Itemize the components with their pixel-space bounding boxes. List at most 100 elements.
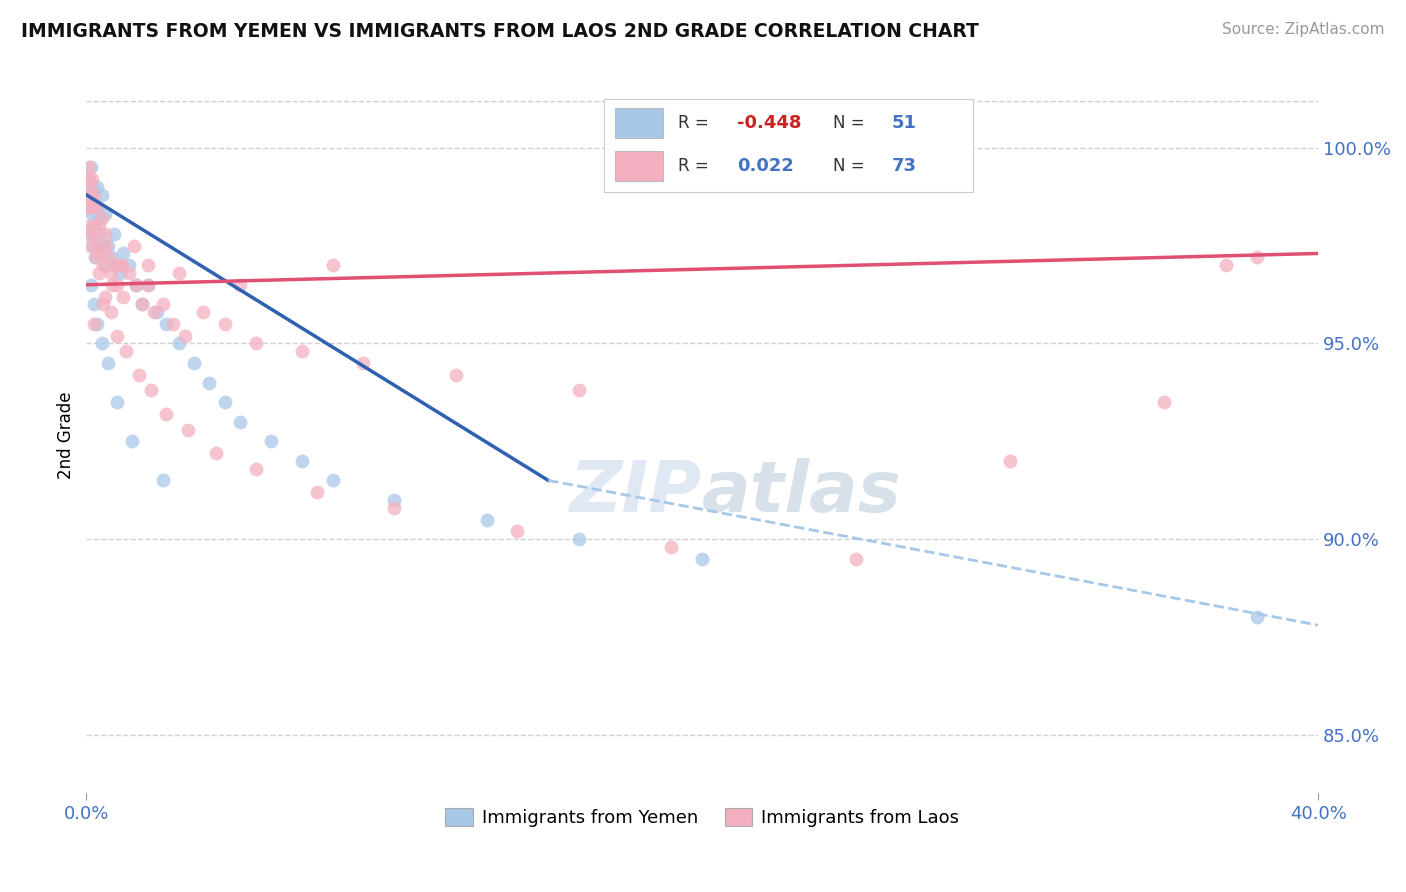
Point — [105, 395, 128, 409]
Point — [291, 344, 314, 359]
Point — [79, 161, 101, 175]
Point — [97, 356, 120, 370]
Point — [322, 474, 344, 488]
Point — [97, 238, 120, 252]
Point — [136, 277, 159, 292]
Point — [79, 172, 101, 186]
Point — [90, 336, 112, 351]
Point — [76, 200, 98, 214]
Point — [128, 368, 150, 382]
Point — [100, 305, 122, 319]
Point — [76, 227, 98, 241]
Point — [80, 180, 103, 194]
Text: Source: ZipAtlas.com: Source: ZipAtlas.com — [1222, 22, 1385, 37]
Point — [155, 407, 177, 421]
Point — [103, 227, 125, 241]
Point — [193, 305, 215, 319]
Point — [91, 297, 114, 311]
Point — [568, 532, 591, 546]
Point — [444, 368, 467, 382]
Point — [86, 317, 108, 331]
Point — [146, 305, 169, 319]
Point — [845, 551, 868, 566]
Point — [82, 207, 104, 221]
Point — [136, 277, 159, 292]
Point — [204, 446, 226, 460]
Point — [80, 161, 103, 175]
Point — [1246, 251, 1268, 265]
Point — [177, 423, 200, 437]
Point — [1153, 395, 1175, 409]
Point — [84, 251, 107, 265]
Point — [96, 258, 118, 272]
Point — [118, 258, 141, 272]
Point — [77, 172, 100, 186]
Point — [83, 219, 105, 233]
Point — [89, 227, 111, 241]
Point — [87, 266, 110, 280]
Point — [122, 238, 145, 252]
Point — [82, 200, 104, 214]
Point — [84, 227, 107, 241]
Point — [77, 200, 100, 214]
Point — [152, 297, 174, 311]
Point — [108, 258, 131, 272]
Text: ZIP: ZIP — [569, 458, 702, 527]
Point — [84, 200, 107, 214]
Point — [80, 238, 103, 252]
Point — [86, 238, 108, 252]
Point — [353, 356, 375, 370]
Point — [97, 251, 120, 265]
Point — [83, 187, 105, 202]
Point — [86, 180, 108, 194]
Point — [661, 540, 683, 554]
Point — [108, 266, 131, 280]
Point — [229, 277, 252, 292]
Point — [90, 211, 112, 226]
Point — [568, 384, 591, 398]
Point — [690, 551, 713, 566]
Point — [291, 454, 314, 468]
Point — [80, 172, 103, 186]
Point — [96, 238, 118, 252]
Point — [155, 317, 177, 331]
Point — [167, 336, 190, 351]
Point — [79, 219, 101, 233]
Point — [77, 187, 100, 202]
Point — [105, 328, 128, 343]
Point — [139, 384, 162, 398]
Point — [83, 317, 105, 331]
Point — [198, 376, 221, 390]
Point — [82, 238, 104, 252]
Point — [90, 187, 112, 202]
Point — [84, 200, 107, 214]
Point — [131, 297, 153, 311]
Point — [245, 461, 267, 475]
Point — [121, 434, 143, 449]
Point — [94, 289, 117, 303]
Point — [152, 474, 174, 488]
Point — [87, 219, 110, 233]
Text: atlas: atlas — [702, 458, 903, 527]
Point — [214, 317, 236, 331]
Point — [100, 251, 122, 265]
Point — [214, 395, 236, 409]
Point — [111, 258, 134, 272]
Point — [79, 187, 101, 202]
Point — [103, 258, 125, 272]
Point — [229, 415, 252, 429]
Point — [183, 356, 205, 370]
Point — [167, 266, 190, 280]
Point — [143, 305, 166, 319]
Point — [79, 180, 101, 194]
Point — [91, 258, 114, 272]
Point — [94, 227, 117, 241]
Point — [115, 344, 138, 359]
Y-axis label: 2nd Grade: 2nd Grade — [58, 392, 75, 479]
Point — [105, 277, 128, 292]
Point — [124, 277, 146, 292]
Point — [82, 227, 104, 241]
Point — [382, 500, 405, 515]
Point — [94, 207, 117, 221]
Point — [83, 297, 105, 311]
